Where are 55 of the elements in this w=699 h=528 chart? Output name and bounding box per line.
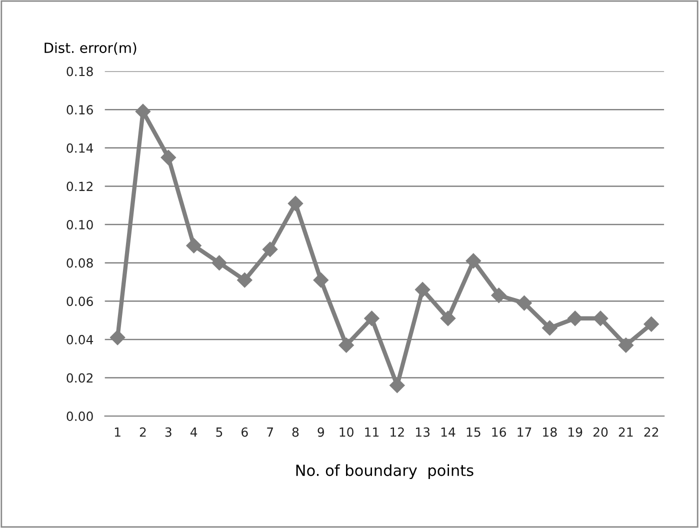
point	[237, 272, 252, 288]
point	[415, 282, 430, 298]
y-tick-label: 0.16	[66, 105, 93, 115]
x-tick-label: 14	[441, 428, 456, 437]
x-tick-label: 15	[466, 428, 480, 437]
y-tick-label: 0.12	[66, 182, 92, 192]
x-tick-label: 20	[593, 427, 608, 437]
point	[644, 316, 659, 332]
point	[110, 330, 126, 346]
x-tick-label: 13	[416, 427, 430, 437]
x-tick-label: 1	[114, 428, 120, 437]
point	[516, 295, 532, 311]
x-tick-label: 8	[292, 427, 299, 437]
point	[160, 150, 176, 166]
point	[288, 196, 304, 212]
x-tick-label: 7	[267, 428, 273, 437]
x-tick-label: 5	[216, 428, 222, 437]
y-tick-label: 0.10	[66, 220, 93, 230]
point	[212, 255, 227, 270]
point	[364, 310, 380, 326]
x-tick-label: 16	[492, 427, 506, 437]
y-tick-label: 0.14	[66, 143, 94, 153]
y-tick-label: 0.06	[66, 296, 93, 306]
x-tick-label: 19	[568, 427, 582, 437]
y-tick-label: 0.02	[66, 373, 92, 383]
x-tick-label: 10	[340, 427, 354, 437]
x-tick-label: 3	[165, 427, 172, 437]
point	[440, 310, 456, 326]
point	[186, 238, 202, 254]
point	[262, 242, 278, 257]
y-tick-label: 0.00	[66, 412, 93, 421]
x-tick-label: 4	[190, 428, 198, 437]
x-tick-label: 9	[318, 427, 324, 437]
x-tick-label: 12	[390, 427, 404, 437]
point	[618, 338, 634, 353]
x-tick-label: 11	[365, 428, 379, 437]
x-tick-label: 22	[644, 427, 658, 437]
x-tick-label: 21	[618, 427, 633, 437]
point	[390, 378, 405, 393]
point	[466, 253, 481, 268]
point	[338, 338, 354, 353]
x-tick-label: 6	[242, 427, 248, 437]
x-tick-label: 18	[543, 427, 557, 437]
y-tick-label: 0.08	[66, 258, 93, 268]
point	[592, 310, 608, 326]
x-axis-title: No. of boundary points	[296, 464, 474, 480]
x-tick-label: 2	[140, 427, 146, 437]
point	[313, 272, 328, 288]
point	[542, 320, 558, 336]
y-tick-label: 0.18	[66, 66, 93, 76]
point	[568, 310, 583, 326]
y-axis-title: Dist. error(m)	[44, 42, 136, 55]
x-tick-label: 17	[518, 428, 532, 437]
y-tick-label: 0.04	[66, 334, 94, 344]
point	[491, 288, 506, 303]
